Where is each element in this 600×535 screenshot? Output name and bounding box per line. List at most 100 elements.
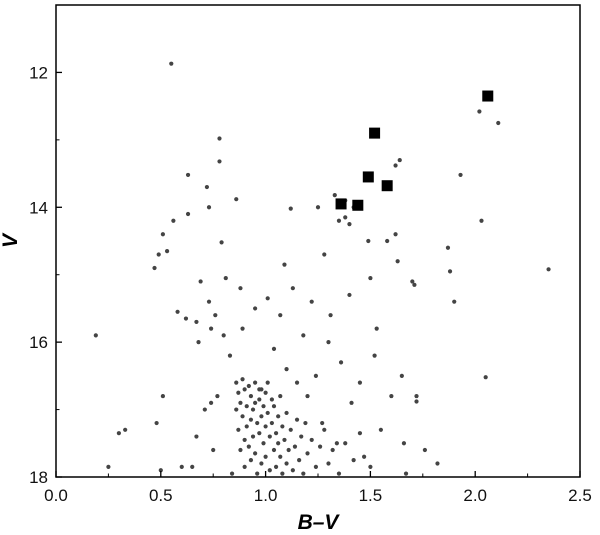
star-point: [213, 313, 218, 318]
star-point: [336, 218, 342, 223]
star-point: [116, 431, 121, 436]
star-point: [385, 238, 390, 244]
star-point: [414, 393, 419, 399]
x-axis: 0.0 0.5 1.0 1.5 2.0 2.5: [44, 471, 592, 505]
star-point: [209, 400, 214, 405]
highlighted-points-layer: [335, 90, 494, 211]
star-point: [458, 172, 463, 178]
star-point: [158, 468, 163, 473]
star-point: [334, 441, 339, 446]
star-point: [351, 458, 356, 463]
x-tick-label: 1.0: [254, 486, 278, 505]
star-point: [338, 360, 344, 365]
star-point: [238, 400, 243, 405]
star-point: [217, 136, 222, 141]
star-point: [248, 393, 254, 399]
star-point: [393, 232, 398, 237]
star-point: [395, 259, 400, 264]
star-point: [317, 444, 323, 449]
star-point: [263, 424, 268, 429]
star-point: [273, 464, 279, 469]
star-point: [242, 387, 247, 392]
star-point: [320, 420, 325, 426]
star-point: [276, 441, 281, 446]
star-point: [261, 441, 266, 446]
star-point: [257, 397, 262, 402]
star-point: [259, 387, 264, 392]
star-point: [479, 218, 484, 223]
y-tick-label: 12: [29, 63, 48, 82]
star-point: [242, 437, 247, 443]
highlight-square-point: [482, 90, 494, 102]
star-point: [246, 383, 251, 389]
points-layer: [93, 61, 551, 476]
star-point: [368, 275, 373, 281]
star-point: [204, 184, 210, 190]
star-point: [349, 400, 354, 405]
star-point: [278, 313, 283, 318]
star-point: [286, 447, 291, 453]
star-point: [253, 400, 258, 405]
star-point: [401, 441, 407, 446]
star-point: [250, 434, 256, 439]
star-point: [297, 458, 302, 463]
star-point: [259, 461, 264, 466]
star-point: [271, 404, 277, 409]
star-point: [269, 397, 274, 402]
y-tick-label: 16: [29, 333, 48, 352]
star-point: [206, 299, 212, 304]
star-point: [303, 420, 308, 426]
star-point: [305, 451, 310, 456]
star-point: [246, 444, 251, 449]
star-point: [284, 410, 289, 416]
star-point: [313, 464, 319, 469]
star-point: [422, 447, 427, 453]
star-point: [322, 252, 327, 257]
star-point: [294, 417, 300, 422]
star-point: [309, 437, 314, 443]
star-point: [248, 458, 254, 463]
star-point: [332, 193, 337, 198]
star-point: [290, 286, 295, 291]
star-point: [263, 390, 268, 395]
star-point: [164, 249, 170, 254]
star-point: [206, 205, 212, 210]
star-point: [183, 316, 189, 321]
star-point: [313, 373, 319, 378]
star-point: [267, 434, 272, 439]
highlight-square-point: [369, 127, 381, 139]
star-point: [156, 252, 161, 257]
star-point: [284, 461, 289, 466]
star-point: [357, 431, 363, 436]
star-point: [236, 390, 241, 395]
star-point: [250, 407, 256, 412]
star-point: [403, 471, 409, 476]
star-point: [271, 447, 277, 453]
star-point: [447, 269, 453, 274]
star-point: [265, 410, 270, 416]
star-point: [483, 375, 488, 380]
star-point: [445, 245, 451, 250]
star-point: [261, 404, 266, 409]
star-point: [496, 120, 501, 126]
star-point: [292, 444, 298, 449]
star-point: [357, 380, 363, 385]
star-point: [255, 471, 260, 476]
highlight-square-point: [362, 171, 374, 183]
star-point: [309, 299, 314, 304]
star-point: [244, 404, 249, 409]
star-point: [294, 380, 300, 385]
star-point: [179, 464, 184, 469]
star-point: [234, 197, 239, 202]
star-point: [93, 333, 98, 338]
star-point: [219, 240, 224, 245]
star-point: [374, 326, 379, 331]
star-point: [299, 434, 304, 439]
star-point: [198, 279, 203, 284]
star-point: [169, 61, 174, 66]
star-point: [280, 424, 285, 429]
star-point: [315, 205, 321, 210]
star-point: [190, 464, 195, 469]
star-point: [301, 471, 306, 476]
